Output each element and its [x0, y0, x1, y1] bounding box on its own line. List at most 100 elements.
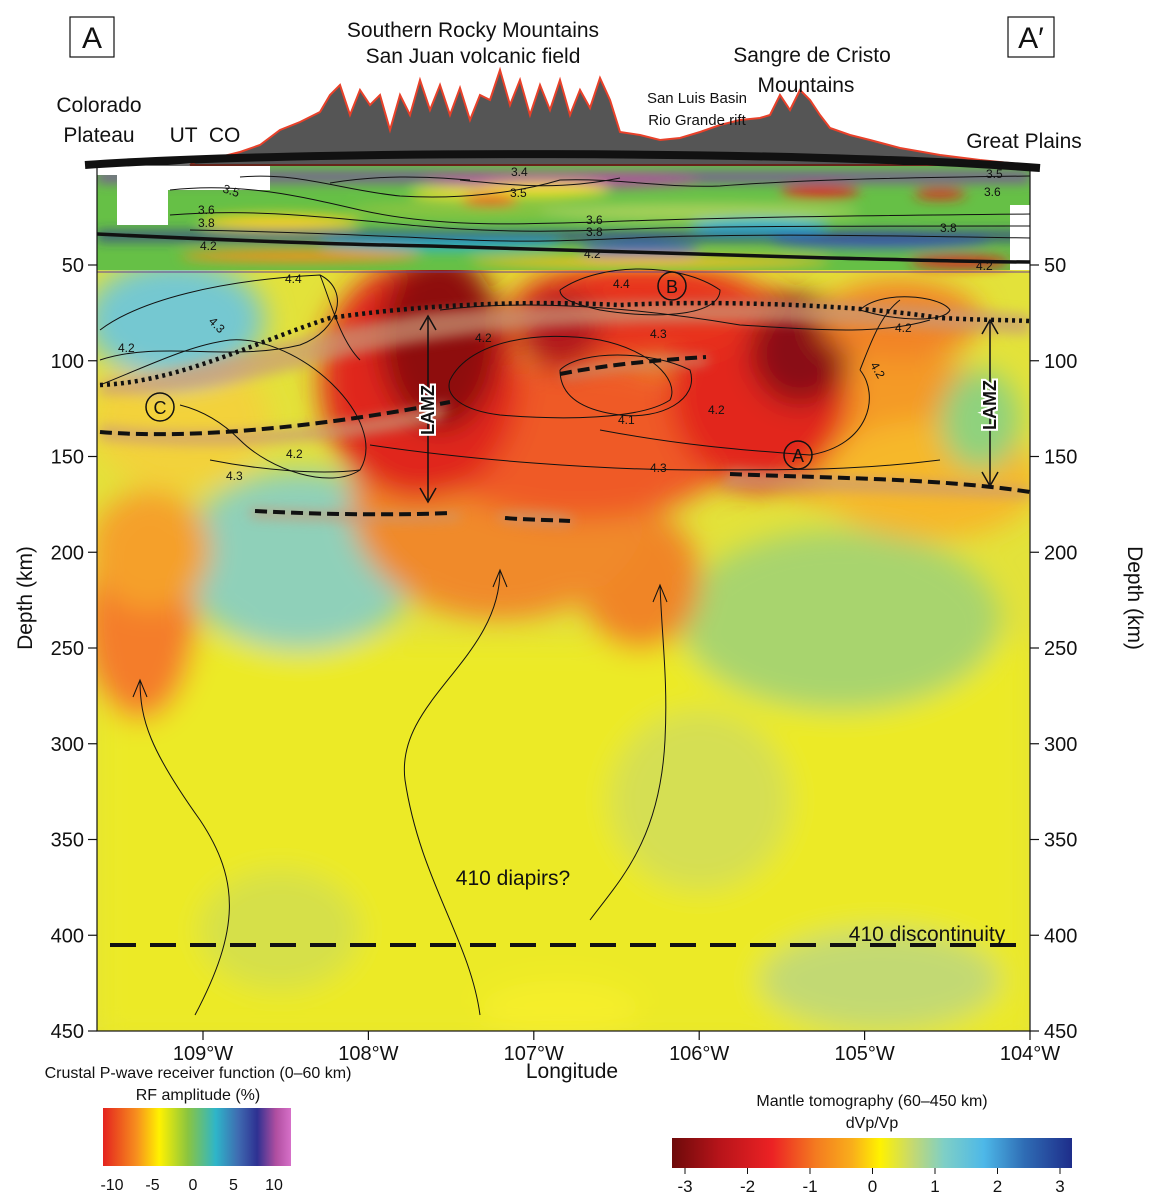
legend-mantle: Mantle tomography (60–450 km) dVp/Vp -3 -…	[672, 1093, 1072, 1196]
y-tick-label-right: 350	[1044, 830, 1077, 852]
contour-label: 4.1	[618, 413, 635, 427]
label-san-luis: San Luis Basin	[647, 90, 747, 107]
contour-label: 4.4	[613, 277, 630, 291]
y-tick-label-right: 200	[1044, 542, 1077, 564]
y-tick-label-left: 200	[51, 542, 84, 564]
x-tick-label: 107°W	[504, 1043, 564, 1065]
y-tick-label-right: 150	[1044, 447, 1077, 469]
section-start-box	[69, 16, 115, 58]
legend-mantle-title-1: Mantle tomography (60–450 km)	[756, 1093, 987, 1110]
contour-label: 3.8	[586, 225, 603, 239]
legend-mantle-tick: -1	[802, 1177, 817, 1196]
moho-line	[97, 232, 1030, 264]
y-tick-label-left: 350	[51, 830, 84, 852]
x-axis-label: Longitude	[526, 1060, 618, 1083]
lamz-label-left: LAMZ	[418, 385, 438, 435]
y-tick-label-right: 100	[1044, 351, 1077, 373]
legend-crust-tick: 5	[229, 1177, 238, 1194]
dashed-interface-b	[559, 355, 707, 376]
legend-mantle-tick: 1	[930, 1177, 939, 1196]
crust-contours	[169, 175, 1030, 242]
lamz-label-right: LAMZ	[980, 380, 1000, 430]
contour-label: 4.2	[895, 321, 912, 335]
section-end-box	[1007, 16, 1055, 58]
label-san-juan: San Juan volcanic field	[366, 45, 581, 68]
label-great-plains: Great Plains	[966, 130, 1082, 153]
contour-labels: 3.5 3.6 3.8 4.2 3.4 3.5 3.6 3.8 4.2 3.5 …	[118, 165, 1003, 483]
contour-label: 4.2	[286, 447, 303, 461]
y-tick-label-right: 50	[1044, 255, 1066, 277]
contour-label: 3.4	[511, 165, 528, 179]
contour-label: 4.2	[200, 239, 217, 253]
marker-b-label: B	[666, 277, 678, 297]
contour-label: 4.3	[650, 461, 667, 475]
section-end-label: A′	[1018, 22, 1044, 55]
marker-a-circle	[783, 440, 813, 470]
contour-label: 4.2	[584, 247, 601, 261]
contour-label: 3.6	[984, 185, 1001, 199]
legend-crust-title-1: Crustal P-wave receiver function (0–60 k…	[45, 1065, 352, 1082]
contour-label: 3.8	[940, 221, 957, 235]
tick-marks	[88, 264, 1039, 1040]
lamz-arrows	[419, 314, 999, 504]
lab-dotted-line	[99, 300, 1031, 388]
y-axis-label-left: Depth (km)	[14, 546, 37, 650]
x-tick-label: 105°W	[834, 1043, 894, 1065]
y-tick-label-left: 400	[51, 925, 84, 947]
crustal-rf-band	[97, 165, 1030, 273]
contour-label: 3.5	[221, 182, 242, 201]
y-tick-label-left: 50	[62, 255, 84, 277]
interpretation-lines	[99, 300, 1031, 947]
legend-crust-tick: -5	[145, 1177, 159, 1194]
contour-label: 4.2	[475, 331, 492, 345]
y-tick-label-left: 100	[51, 351, 84, 373]
legend-crust: Crustal P-wave receiver function (0–60 k…	[45, 1065, 352, 1194]
y-tick-label-right: 300	[1044, 734, 1077, 756]
label-ut-co: UT CO	[170, 124, 241, 147]
label-rio-grande: Rio Grande rift	[648, 112, 746, 129]
legend-mantle-tick: -3	[677, 1177, 692, 1196]
y-tick-label-left: 300	[51, 734, 84, 756]
marker-c-circle	[145, 392, 175, 422]
contour-label: 3.5	[986, 167, 1003, 181]
legend-crust-tick: 0	[189, 1177, 198, 1194]
legend-crust-colorbar	[103, 1108, 291, 1166]
contour-label: 4.3	[226, 469, 243, 483]
x-tick-label: 104°W	[1000, 1043, 1060, 1065]
dashed-interface-c	[99, 400, 451, 437]
label-sangre-1: Sangre de Cristo	[733, 44, 891, 67]
legend-mantle-tick: 0	[868, 1177, 877, 1196]
marker-b-circle	[657, 271, 687, 301]
dashed-interface-180-2	[504, 516, 571, 523]
label-colorado-2: Plateau	[63, 124, 134, 147]
x-tick-label: 108°W	[338, 1043, 398, 1065]
surface-line	[84, 150, 1041, 172]
contour-label: 3.6	[586, 213, 603, 227]
section-start-label: A	[82, 22, 102, 55]
contour-label: 3.5	[510, 186, 527, 200]
topography-profile	[189, 66, 1031, 166]
legend-crust-tick: -10	[100, 1177, 123, 1194]
legend-mantle-title-2: dVp/Vp	[846, 1115, 899, 1132]
contour-label: 4.4	[285, 272, 302, 286]
plot-frame	[96, 164, 1031, 1032]
contour-label: 4.3	[650, 327, 667, 341]
diapir-arrows	[132, 568, 668, 1016]
legend-mantle-tick: 3	[1055, 1177, 1064, 1196]
label-southern-rockies: Southern Rocky Mountains	[347, 19, 599, 42]
y-tick-label-left: 450	[51, 1021, 84, 1043]
diapirs-label: 410 diapirs?	[456, 867, 570, 890]
marker-c-label: C	[154, 398, 167, 418]
label-colorado-1: Colorado	[56, 94, 141, 117]
legend-crust-tick: 10	[265, 1177, 283, 1194]
x-tick-label: 106°W	[669, 1043, 729, 1065]
legend-mantle-colorbar	[672, 1138, 1072, 1168]
contour-label: 3.8	[198, 216, 215, 230]
mantle-tomography-field	[97, 250, 1030, 1031]
contour-label: 4.2	[708, 403, 725, 417]
x-axis: 109°W 108°W 107°W 106°W 105°W 104°W	[173, 1043, 1060, 1065]
y-tick-label-right: 400	[1044, 925, 1077, 947]
y-tick-label-right: 250	[1044, 638, 1077, 660]
contour-label: 4.2	[976, 259, 993, 273]
marker-a-label: A	[792, 446, 804, 466]
